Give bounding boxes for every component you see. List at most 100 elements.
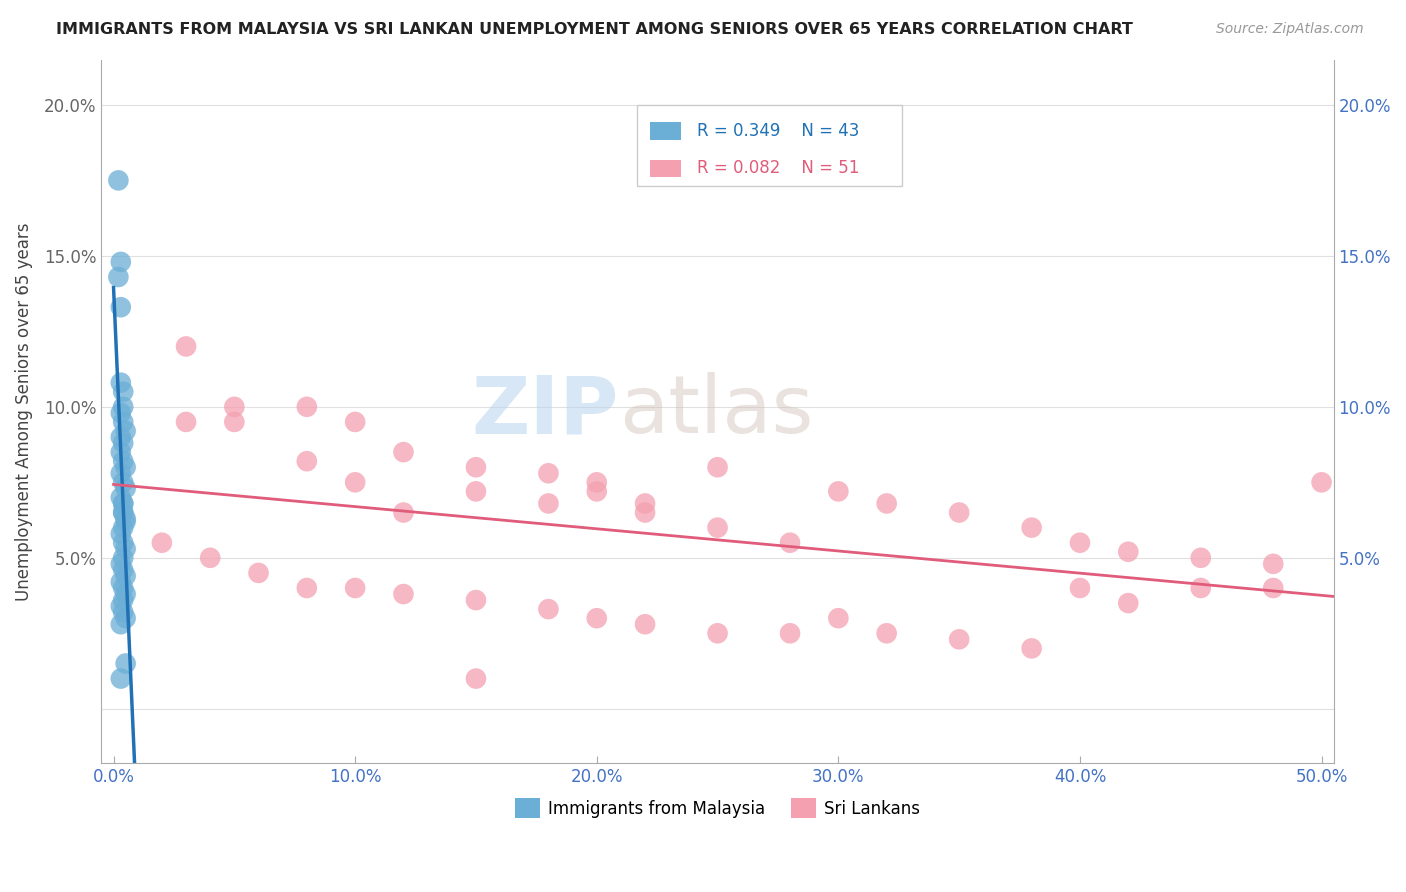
Point — [1189, 550, 1212, 565]
Point — [112, 506, 135, 520]
Point — [112, 415, 135, 429]
Point — [112, 475, 135, 490]
Point — [150, 535, 173, 549]
Point — [876, 626, 898, 640]
Point — [110, 574, 132, 589]
Point — [1263, 581, 1285, 595]
Point — [295, 400, 318, 414]
Point — [344, 415, 367, 429]
Point — [112, 581, 135, 595]
Point — [198, 550, 221, 565]
Point — [110, 467, 132, 481]
Point — [112, 436, 135, 450]
Point — [634, 617, 657, 632]
Point — [110, 599, 132, 614]
Point — [112, 550, 135, 565]
Point — [107, 270, 129, 285]
Y-axis label: Unemployment Among Seniors over 65 years: Unemployment Among Seniors over 65 years — [15, 222, 32, 600]
Point — [634, 506, 657, 520]
Point — [465, 484, 488, 499]
Point — [112, 384, 135, 399]
Point — [114, 657, 136, 671]
Text: ZIP: ZIP — [472, 372, 619, 450]
Point — [112, 496, 135, 510]
Point — [1069, 535, 1091, 549]
Point — [1021, 520, 1043, 534]
Point — [112, 593, 135, 607]
Point — [295, 454, 318, 468]
Point — [112, 605, 135, 619]
Point — [114, 460, 136, 475]
Point — [827, 611, 849, 625]
Point — [948, 506, 970, 520]
Point — [110, 672, 132, 686]
Point — [465, 672, 488, 686]
Point — [112, 563, 135, 577]
Point — [537, 467, 560, 481]
Point — [114, 511, 136, 525]
Point — [110, 406, 132, 420]
Point — [1069, 581, 1091, 595]
Point — [779, 626, 801, 640]
Text: Source: ZipAtlas.com: Source: ZipAtlas.com — [1216, 22, 1364, 37]
Point — [1189, 581, 1212, 595]
Point — [585, 611, 607, 625]
Point — [174, 339, 197, 353]
Point — [112, 400, 135, 414]
Point — [114, 569, 136, 583]
Point — [295, 581, 318, 595]
Point — [110, 526, 132, 541]
Point — [174, 415, 197, 429]
Point — [1263, 557, 1285, 571]
Point — [110, 376, 132, 390]
Point — [465, 460, 488, 475]
Point — [779, 535, 801, 549]
Point — [392, 506, 415, 520]
Point — [114, 424, 136, 438]
Point — [344, 581, 367, 595]
Point — [1116, 596, 1139, 610]
Point — [537, 602, 560, 616]
Point — [634, 496, 657, 510]
Point — [585, 484, 607, 499]
Point — [112, 520, 135, 534]
Point — [114, 541, 136, 556]
Point — [876, 496, 898, 510]
Point — [1021, 641, 1043, 656]
Point — [114, 611, 136, 625]
Point — [114, 515, 136, 529]
Point — [112, 496, 135, 510]
Point — [110, 617, 132, 632]
Point — [827, 484, 849, 499]
Point — [114, 587, 136, 601]
Text: atlas: atlas — [619, 372, 813, 450]
Point — [107, 173, 129, 187]
Point — [110, 557, 132, 571]
Legend: Immigrants from Malaysia, Sri Lankans: Immigrants from Malaysia, Sri Lankans — [509, 791, 927, 825]
Point — [112, 454, 135, 468]
Point — [110, 255, 132, 269]
Point — [537, 496, 560, 510]
Point — [1310, 475, 1333, 490]
Point — [110, 300, 132, 314]
Point — [114, 481, 136, 495]
Point — [112, 535, 135, 549]
Point — [392, 445, 415, 459]
Point — [585, 475, 607, 490]
Point — [465, 593, 488, 607]
Point — [1116, 545, 1139, 559]
Point — [110, 445, 132, 459]
Bar — [650, 160, 681, 178]
Text: R = 0.082    N = 51: R = 0.082 N = 51 — [696, 160, 859, 178]
FancyBboxPatch shape — [637, 105, 903, 186]
Point — [224, 415, 246, 429]
Point — [112, 506, 135, 520]
Point — [948, 632, 970, 647]
Point — [224, 400, 246, 414]
Point — [247, 566, 270, 580]
Point — [110, 430, 132, 444]
Point — [706, 520, 728, 534]
Point — [706, 460, 728, 475]
Point — [110, 491, 132, 505]
Point — [706, 626, 728, 640]
